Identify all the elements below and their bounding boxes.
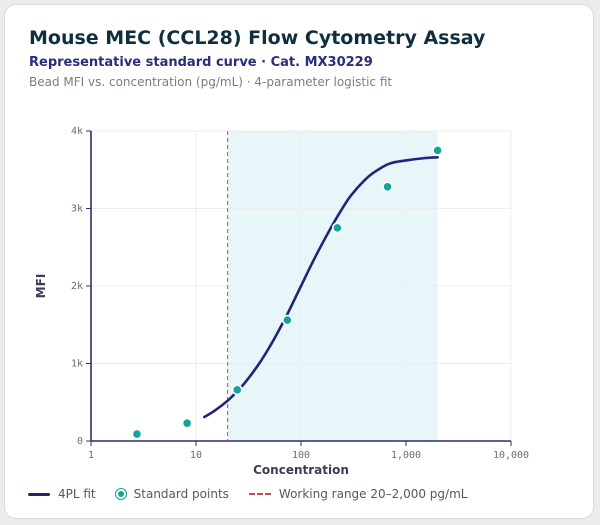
- chart-title: Mouse MEC (CCL28) Flow Cytometry Assay: [29, 27, 486, 49]
- legend-label-fit: 4PL fit: [58, 487, 96, 501]
- range-swatch: [248, 493, 271, 495]
- y-axis-title: MFI: [34, 274, 48, 299]
- y-tick-label: 3k: [71, 204, 83, 215]
- legend-item-fit: 4PL fit: [28, 487, 96, 501]
- x-tick-label: 1,000: [391, 450, 421, 461]
- chart-description: Bead MFI vs. concentration (pg/mL) · 4-p…: [29, 75, 393, 89]
- standard-point: [281, 314, 293, 326]
- chart-legend: 4PL fit Standard points Working range 20…: [28, 487, 487, 501]
- y-tick-label: 0: [77, 436, 83, 447]
- legend-label-range: Working range 20–2,000 pg/mL: [278, 487, 468, 501]
- x-axis-ticks: 1 10 100 1,000 10,000: [88, 441, 529, 461]
- standard-point: [131, 428, 143, 440]
- y-tick-label: 4k: [71, 126, 83, 137]
- standard-point: [382, 181, 393, 193]
- standard-point: [331, 222, 343, 234]
- point-swatch: [115, 489, 126, 499]
- y-tick-label: 2k: [71, 281, 83, 292]
- y-tick-label: 1k: [71, 359, 83, 370]
- x-tick-label: 10,000: [493, 450, 529, 461]
- x-tick-label: 100: [292, 450, 310, 461]
- y-axis-ticks: 0 1k 2k 3k 4k: [71, 126, 91, 447]
- standard-point: [181, 417, 193, 429]
- x-axis-title: Concentration: [253, 463, 349, 477]
- x-tick-label: 1: [88, 450, 94, 461]
- x-tick-label: 10: [190, 450, 202, 461]
- legend-label-points: Standard points: [133, 487, 229, 501]
- legend-item-points: Standard points: [115, 487, 229, 501]
- standard-point: [432, 144, 444, 156]
- standard-point: [231, 384, 243, 396]
- fit-line-swatch: [28, 492, 50, 496]
- legend-item-range: Working range 20–2,000 pg/mL: [248, 487, 468, 501]
- chart-subtitle: Representative standard curve · Cat. MX3…: [29, 55, 373, 70]
- standard-points: [131, 144, 444, 440]
